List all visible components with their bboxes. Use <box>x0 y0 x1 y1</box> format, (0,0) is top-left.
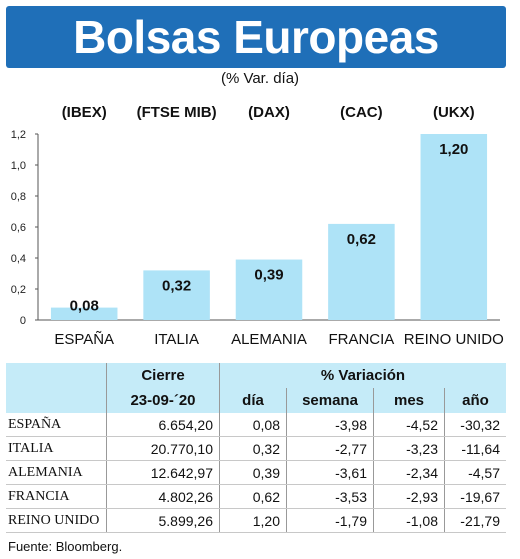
x-tick-label: REINO UNIDO <box>404 331 504 348</box>
table-row: ITALIA 20.770,10 0,32 -2,77 -3,23 -11,64 <box>6 436 506 461</box>
cell-dia: 0,62 <box>219 484 287 509</box>
source-note: Fuente: Bloomberg. <box>8 539 123 554</box>
cell-ano: -30,32 <box>444 413 506 437</box>
bar-value-label: 1,20 <box>439 141 468 158</box>
table-corner <box>6 363 107 388</box>
cell-cierre: 12.642,97 <box>106 460 220 485</box>
header-semana: semana <box>286 388 374 413</box>
cell-semana: -3,61 <box>286 460 374 485</box>
cell-ano: -4,57 <box>444 460 506 485</box>
cell-ano: -21,79 <box>444 508 506 533</box>
cell-dia: 0,08 <box>219 413 287 437</box>
bar-value-label: 0,08 <box>70 298 99 315</box>
header-ano: año <box>444 388 506 413</box>
cell-semana: -1,79 <box>286 508 374 533</box>
header-dia: día <box>219 388 287 413</box>
table-row: ESPAÑA 6.654,20 0,08 -3,98 -4,52 -30,32 <box>6 413 506 437</box>
cell-mes: -1,08 <box>373 508 445 533</box>
header-cierre: Cierre <box>106 363 220 388</box>
index-label: (IBEX) <box>62 104 107 121</box>
table-corner-sub <box>6 388 107 413</box>
title-banner: Bolsas Europeas <box>6 6 506 68</box>
table-group-header-row: Cierre % Variación <box>6 363 506 388</box>
y-tick-label: 1,2 <box>11 129 26 141</box>
y-tick-label: 0,2 <box>11 284 26 296</box>
cell-mes: -4,52 <box>373 413 445 437</box>
row-name: ITALIA <box>6 436 107 461</box>
table-sub-header-row: 23-09-´20 día semana mes año <box>6 388 506 413</box>
header-variacion: % Variación <box>219 363 506 388</box>
cell-cierre: 6.654,20 <box>106 413 220 437</box>
cell-cierre: 5.899,26 <box>106 508 220 533</box>
chart-subtitle: (% Var. día) <box>220 70 300 87</box>
cell-mes: -3,23 <box>373 436 445 461</box>
bar <box>328 223 395 320</box>
row-name: FRANCIA <box>6 484 107 509</box>
table-row: REINO UNIDO 5.899,26 1,20 -1,79 -1,08 -21,79 <box>6 508 506 533</box>
y-tick-label: 1,0 <box>11 160 26 172</box>
bar-value-label: 0,62 <box>347 231 376 248</box>
cell-semana: -3,53 <box>286 484 374 509</box>
y-tick-label: 0,4 <box>11 253 26 265</box>
header-date: 23-09-´20 <box>106 388 220 413</box>
cell-cierre: 20.770,10 <box>106 436 220 461</box>
cell-ano: -11,64 <box>444 436 506 461</box>
chart-title: Bolsas Europeas <box>73 11 439 63</box>
bar-value-label: 0,32 <box>162 277 191 294</box>
bar <box>143 270 210 320</box>
cell-cierre: 4.802,26 <box>106 484 220 509</box>
index-label: (CAC) <box>340 104 383 121</box>
row-name: ALEMANIA <box>6 460 107 485</box>
cell-mes: -2,93 <box>373 484 445 509</box>
bar <box>420 134 488 320</box>
cell-mes: -2,34 <box>373 460 445 485</box>
x-tick-label: FRANCIA <box>328 331 394 348</box>
index-label: (DAX) <box>248 104 290 121</box>
table-row: ALEMANIA 12.642,97 0,39 -3,61 -2,34 -4,57 <box>6 460 506 485</box>
data-table: Cierre % Variación 23-09-´20 día semana … <box>6 363 506 533</box>
row-name: REINO UNIDO <box>6 508 107 533</box>
cell-dia: 1,20 <box>219 508 287 533</box>
cell-ano: -19,67 <box>444 484 506 509</box>
y-tick-label: 0,8 <box>11 191 26 203</box>
index-label: (FTSE MIB) <box>137 104 217 121</box>
cell-dia: 0,39 <box>219 460 287 485</box>
bar <box>50 307 118 320</box>
table-row: FRANCIA 4.802,26 0,62 -3,53 -2,93 -19,67 <box>6 484 506 509</box>
bar-chart: 0 0,2 0,4 0,6 0,8 1,0 1,2 0,08 ESPAÑA (IBEX) 0,32 I… <box>11 104 504 348</box>
x-tick-label: ALEMANIA <box>231 331 307 348</box>
bar <box>235 259 303 320</box>
y-tick-label: 0,6 <box>11 222 26 234</box>
cell-semana: -3,98 <box>286 413 374 437</box>
index-label: (UKX) <box>433 104 475 121</box>
y-tick-label: 0 <box>20 315 26 327</box>
row-name: ESPAÑA <box>6 413 107 437</box>
x-tick-label: ESPAÑA <box>54 331 114 348</box>
cell-dia: 0,32 <box>219 436 287 461</box>
cell-semana: -2,77 <box>286 436 374 461</box>
x-tick-label: ITALIA <box>154 331 199 348</box>
header-mes: mes <box>373 388 445 413</box>
bar-value-label: 0,39 <box>254 267 283 284</box>
